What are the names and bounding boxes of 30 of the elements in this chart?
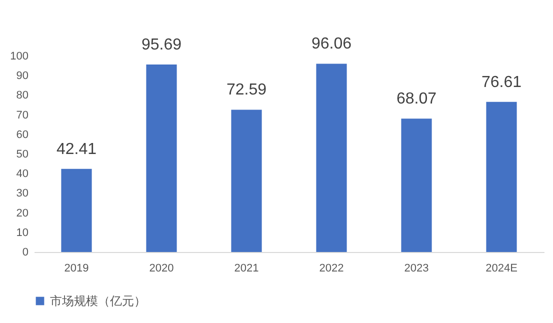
x-tick-label: 2024E: [486, 262, 518, 274]
y-tick-label: 90: [16, 70, 28, 82]
bar: [316, 64, 347, 252]
bar: [401, 118, 432, 252]
data-label: 72.59: [226, 82, 267, 99]
bar: [486, 102, 517, 252]
y-tick-label: 10: [16, 226, 28, 239]
bar: [231, 110, 262, 252]
x-tick-label: 2021: [234, 262, 259, 274]
y-tick-label: 0: [22, 246, 28, 258]
data-label: 76.61: [481, 74, 522, 91]
data-label: 95.69: [141, 36, 182, 54]
y-tick-label: 30: [16, 188, 28, 200]
y-tick-label: 80: [16, 90, 28, 102]
data-label: 96.06: [311, 36, 352, 53]
data-label: 68.07: [396, 90, 437, 108]
data-label: 42.41: [56, 140, 97, 158]
y-tick-label: 50: [16, 148, 28, 160]
x-tick-label: 2023: [404, 262, 429, 274]
bar: [61, 168, 92, 252]
y-tick-label: 20: [16, 207, 28, 220]
y-tick-label: 40: [16, 168, 28, 180]
y-tick-label: 70: [16, 109, 28, 122]
y-tick-label: 60: [16, 128, 28, 141]
x-tick-label: 2019: [64, 262, 89, 274]
bar: [146, 64, 177, 252]
legend-label: 市场规模（亿元）: [50, 294, 146, 308]
x-tick-label: 2020: [149, 262, 174, 274]
y-tick-label: 100: [10, 50, 28, 62]
x-tick-label: 2022: [319, 262, 344, 274]
